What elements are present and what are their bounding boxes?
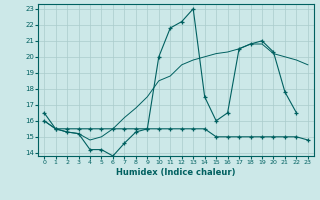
X-axis label: Humidex (Indice chaleur): Humidex (Indice chaleur) — [116, 168, 236, 177]
